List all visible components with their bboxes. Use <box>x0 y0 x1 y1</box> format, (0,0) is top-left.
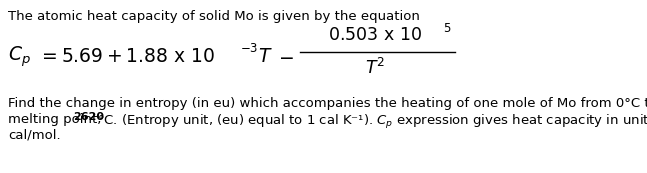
Text: $\mathit{T}$: $\mathit{T}$ <box>258 48 272 66</box>
Text: $5$: $5$ <box>443 22 452 35</box>
Text: $-3$: $-3$ <box>240 43 258 56</box>
Text: $\mathit{C}_p$: $\mathit{C}_p$ <box>8 45 31 69</box>
Text: $= 5.69 + 1.88\ \mathrm{x}\ 10$: $= 5.69 + 1.88\ \mathrm{x}\ 10$ <box>38 48 215 66</box>
Text: 2620: 2620 <box>73 112 104 122</box>
Text: $-$: $-$ <box>278 48 294 66</box>
Text: Find the change in entropy (in eu) which accompanies the heating of one mole of : Find the change in entropy (in eu) which… <box>8 97 647 110</box>
Text: cal/mol.: cal/mol. <box>8 129 61 142</box>
Text: $0.503\ \mathrm{x}\ 10$: $0.503\ \mathrm{x}\ 10$ <box>328 26 422 43</box>
Text: $\mathit{T}^2$: $\mathit{T}^2$ <box>365 58 385 78</box>
Text: The atomic heat capacity of solid Mo is given by the equation: The atomic heat capacity of solid Mo is … <box>8 10 420 23</box>
Text: °C. (Entropy unit, (eu) equal to 1 cal K⁻¹). $\mathit{C_p}$ expression gives hea: °C. (Entropy unit, (eu) equal to 1 cal K… <box>97 113 647 131</box>
Text: melting point,: melting point, <box>8 113 105 126</box>
